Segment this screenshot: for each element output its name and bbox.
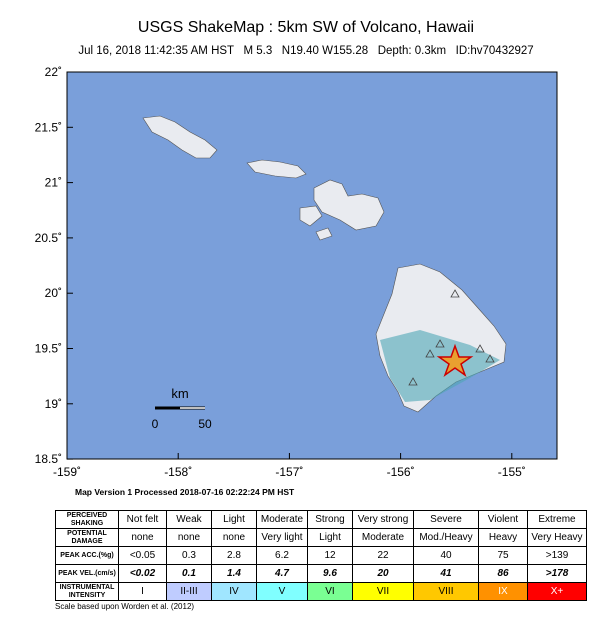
intensity-table: PERCEIVED SHAKING Not felt Weak Light Modera… <box>55 510 587 601</box>
cell: none <box>211 528 257 547</box>
axes: 22˚ 21.5˚ 21˚ 20.5˚ 20˚ 19.5˚ 19˚ 18.5˚-159˚ -15… <box>35 65 526 479</box>
cell: 0.3 <box>166 546 212 565</box>
lon-label: -158˚ <box>164 465 192 479</box>
cell: Mod./Heavy <box>413 528 479 547</box>
cell: Very Heavy <box>527 528 587 547</box>
cell: <0.05 <box>118 546 167 565</box>
table-row: PERCEIVED SHAKING Not felt Weak Light Modera… <box>55 510 587 529</box>
lat-label: 19˚ <box>45 397 62 411</box>
cell: 9.6 <box>307 564 353 583</box>
row-header: PERCEIVED SHAKING <box>55 510 119 529</box>
lat-label: 20.5˚ <box>35 231 62 245</box>
cell: Light <box>211 510 257 529</box>
subtitle: Jul 16, 2018 11:42:35 AM HST M 5.3 N19.4… <box>78 45 533 57</box>
cell: II-III <box>166 582 212 601</box>
cell: none <box>166 528 212 547</box>
cell: >178 <box>527 564 587 583</box>
table-row: POTENTIAL DAMAGE none none none Very light Li… <box>55 528 587 547</box>
lon-label: -155˚ <box>498 465 526 479</box>
lon-label: -156˚ <box>387 465 415 479</box>
cell: VIII <box>413 582 479 601</box>
cell: Severe <box>413 510 479 529</box>
cell: V <box>256 582 308 601</box>
table-row: INSTRUMENTAL INTENSITY I II-III IV V VI VII VII… <box>55 582 587 601</box>
row-header: PEAK VEL.(cm/s) <box>55 564 119 583</box>
cell: 41 <box>413 564 479 583</box>
cell: >139 <box>527 546 587 565</box>
cell: 20 <box>352 564 414 583</box>
cell: VII <box>352 582 414 601</box>
map: USGS ShakeMap : 5km SW of Volcano, Hawai… <box>35 19 558 497</box>
cell: IV <box>211 582 257 601</box>
cell: Violent <box>478 510 528 529</box>
cell: Heavy <box>478 528 528 547</box>
lon-label: -159˚ <box>53 465 81 479</box>
ocean <box>66 71 558 460</box>
cell: none <box>118 528 167 547</box>
cell: Weak <box>166 510 212 529</box>
lat-label: 22˚ <box>45 65 62 79</box>
cell: 0.1 <box>166 564 212 583</box>
stations <box>408 289 495 386</box>
cell: 12 <box>307 546 353 565</box>
cell: IX <box>478 582 528 601</box>
cell: 86 <box>478 564 528 583</box>
cell: Moderate <box>256 510 308 529</box>
cell: Not felt <box>118 510 167 529</box>
cell: 2.8 <box>211 546 257 565</box>
table-note: Scale based upon Worden et al. (2012) <box>55 602 195 611</box>
lon-label: -157˚ <box>275 465 303 479</box>
table-row: PEAK VEL.(cm/s) <0.02 0.1 1.4 4.7 9.6 20 41 86 >1… <box>55 564 587 583</box>
cell: Moderate <box>352 528 414 547</box>
cell: VI <box>307 582 353 601</box>
scale-end: 50 <box>198 417 212 431</box>
cell: 40 <box>413 546 479 565</box>
cell: Strong <box>307 510 353 529</box>
cell: I <box>118 582 167 601</box>
cell: 1.4 <box>211 564 257 583</box>
cell: Extreme <box>527 510 587 529</box>
lat-label: 19.5˚ <box>35 342 62 356</box>
scale-unit: km <box>171 386 188 401</box>
cell: Very light <box>256 528 308 547</box>
scale-start: 0 <box>152 417 159 431</box>
title: USGS ShakeMap : 5km SW of Volcano, Hawai… <box>138 19 474 36</box>
cell: Very strong <box>352 510 414 529</box>
cell: 75 <box>478 546 528 565</box>
cell: 6.2 <box>256 546 308 565</box>
table-row: PEAK ACC.(%g) <0.05 0.3 2.8 6.2 12 22 40 75 >139 <box>55 546 587 565</box>
cell: <0.02 <box>118 564 167 583</box>
cell: 22 <box>352 546 414 565</box>
lat-label: 21˚ <box>45 176 62 190</box>
row-header: POTENTIAL DAMAGE <box>55 528 119 547</box>
lat-label: 20˚ <box>45 286 62 300</box>
footer: Map Version 1 Processed 2018-07-16 02:22… <box>75 487 295 497</box>
epicenter <box>436 343 474 377</box>
cell: 4.7 <box>256 564 308 583</box>
row-header: INSTRUMENTAL INTENSITY <box>55 582 119 601</box>
cell: X+ <box>527 582 587 601</box>
cell: Light <box>307 528 353 547</box>
lat-label: 18.5˚ <box>35 452 62 466</box>
row-header: PEAK ACC.(%g) <box>55 546 119 565</box>
lat-label: 21.5˚ <box>35 120 62 134</box>
